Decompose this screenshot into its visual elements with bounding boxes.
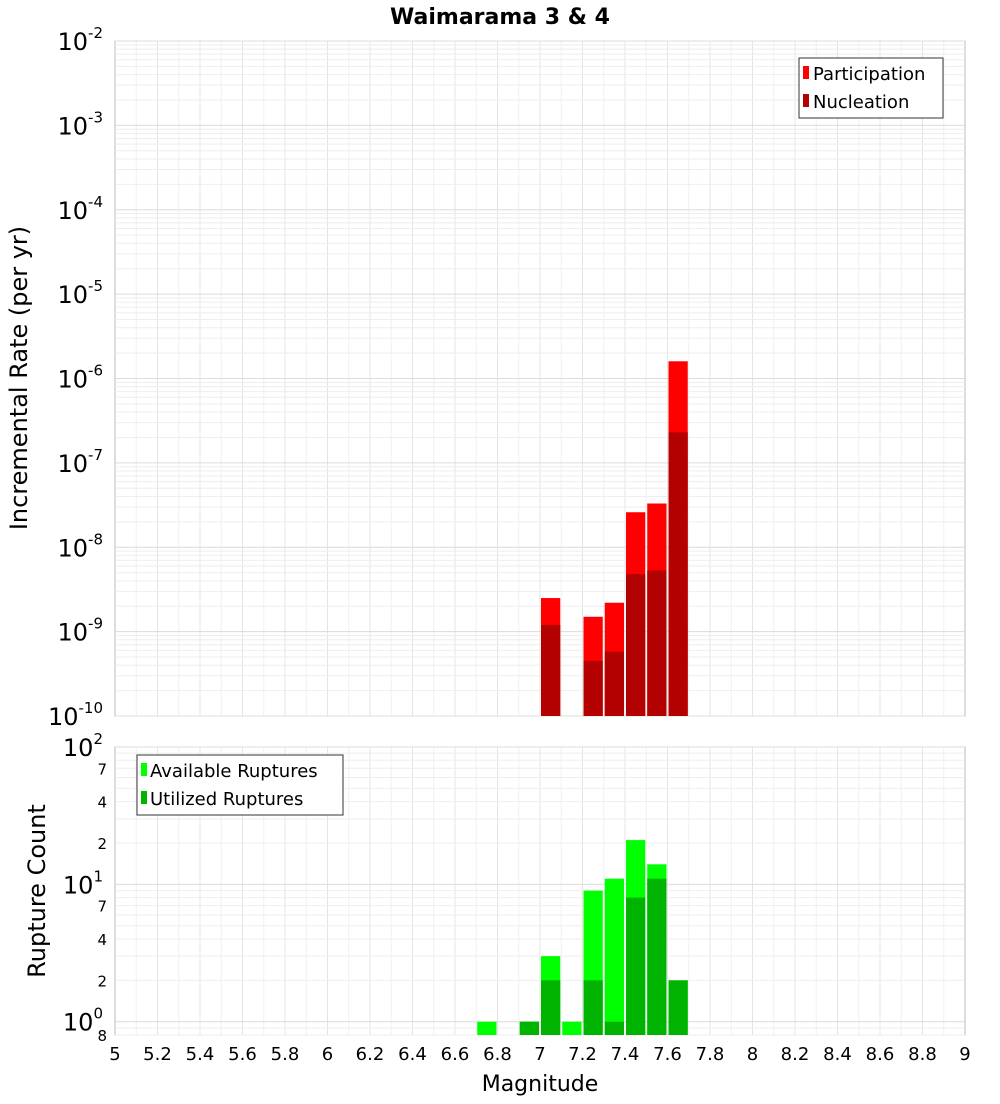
x-tick-label: 7.6 <box>653 1044 682 1065</box>
y-tick-label: 10-3 <box>57 108 103 140</box>
utilized-ruptures-bar <box>647 878 667 1035</box>
nucleation-bar <box>647 570 667 716</box>
y-tick-label: 102 <box>63 730 103 762</box>
utilized-ruptures-bar <box>668 980 688 1035</box>
x-tick-label: 5.4 <box>186 1044 215 1065</box>
y-tick-label: 10-10 <box>48 699 103 731</box>
nucleation-legend-label: Nucleation <box>813 92 909 113</box>
nucleation-bar <box>541 624 561 716</box>
bottom-y-tick-labels: 100 101 102 8 2 4 7 2 4 7 <box>63 730 107 1045</box>
y-tick-label: 10-9 <box>57 615 103 647</box>
y-minor-tick-label: 2 <box>97 972 107 990</box>
y-minor-tick-label: 7 <box>97 898 107 916</box>
x-tick-label: 6.2 <box>356 1044 385 1065</box>
x-tick-label: 5.8 <box>271 1044 300 1065</box>
x-tick-label: 8.6 <box>866 1044 895 1065</box>
y-tick-label: 10-2 <box>57 24 103 56</box>
y-tick-label: 10-4 <box>57 193 103 225</box>
available-ruptures-legend-label: Available Ruptures <box>150 761 318 782</box>
available-ruptures-legend-swatch <box>141 763 147 776</box>
x-tick-label: 7.8 <box>696 1044 725 1065</box>
y-minor-tick-label: 8 <box>97 1027 107 1045</box>
x-tick-labels: 5 5.2 5.4 5.6 5.8 6 6.2 6.4 6.6 6.8 7 7.2 7.4 7.6 7.8 8… <box>109 1044 970 1065</box>
y-tick-label: 10-6 <box>57 362 103 394</box>
top-legend-box <box>798 57 944 119</box>
x-tick-label: 7.4 <box>611 1044 640 1065</box>
y-minor-tick-label: 4 <box>97 931 107 949</box>
bottom-legend-box <box>136 754 344 816</box>
y-minor-tick-label: 4 <box>97 794 107 812</box>
x-tick-label: 6 <box>322 1044 333 1065</box>
utilized-ruptures-bar <box>519 1021 539 1035</box>
available-ruptures-bar <box>477 1021 497 1035</box>
x-tick-label: 5.6 <box>228 1044 257 1065</box>
y-minor-tick-label: 7 <box>97 760 107 778</box>
bottom-bars <box>477 840 688 1035</box>
top-legend: Participation Nucleation <box>798 57 944 119</box>
bottom-y-axis-label: Rupture Count <box>23 804 51 978</box>
x-tick-label: 6.8 <box>483 1044 512 1065</box>
nucleation-bar <box>626 574 646 716</box>
x-tick-label: 5 <box>109 1044 120 1065</box>
participation-legend-label: Participation <box>813 64 925 85</box>
utilized-ruptures-legend-label: Utilized Ruptures <box>150 789 303 810</box>
top-y-tick-labels: 10-10 10-9 10-8 10-7 10-6 10-5 10-4 10-3 10-2 <box>48 24 103 731</box>
y-tick-label: 10-7 <box>57 446 103 478</box>
nucleation-bar <box>583 660 603 716</box>
x-tick-label: 8 <box>747 1044 758 1065</box>
utilized-ruptures-legend-swatch <box>141 791 147 804</box>
nucleation-bar <box>604 651 624 716</box>
bottom-panel: 100 101 102 8 2 4 7 2 4 7 Rupture Count Available… <box>23 730 966 1045</box>
x-tick-label: 8.2 <box>781 1044 810 1065</box>
x-tick-label: 5.2 <box>143 1044 172 1065</box>
utilized-ruptures-bar <box>604 1021 624 1035</box>
top-y-axis-label: Incremental Rate (per yr) <box>5 226 33 530</box>
utilized-ruptures-bar <box>626 897 646 1035</box>
x-tick-label: 6.6 <box>441 1044 470 1065</box>
participation-legend-swatch <box>803 66 809 79</box>
x-axis-label: Magnitude <box>482 1072 599 1097</box>
y-tick-label: 101 <box>63 867 103 899</box>
y-tick-label: 100 <box>63 1005 103 1037</box>
top-panel: 10-10 10-9 10-8 10-7 10-6 10-5 10-4 10-3 10-2 In… <box>5 24 966 731</box>
x-tick-label: 9 <box>959 1044 970 1065</box>
x-tick-label: 8.4 <box>823 1044 852 1065</box>
bottom-grid <box>115 746 965 1036</box>
nucleation-bar <box>668 432 688 716</box>
y-tick-label: 10-5 <box>57 277 103 309</box>
utilized-ruptures-bar <box>541 980 561 1035</box>
bottom-legend: Available Ruptures Utilized Ruptures <box>136 754 344 816</box>
chart-title: Waimarama 3 & 4 <box>390 5 610 30</box>
nucleation-legend-swatch <box>803 94 809 107</box>
x-tick-label: 7.2 <box>568 1044 597 1065</box>
y-tick-label: 10-8 <box>57 530 103 562</box>
top-bars <box>541 361 688 716</box>
available-ruptures-bar <box>562 1021 582 1035</box>
available-ruptures-bar <box>604 878 624 1035</box>
utilized-ruptures-bar <box>583 980 603 1035</box>
x-tick-label: 7 <box>534 1044 545 1065</box>
y-minor-tick-label: 2 <box>97 835 107 853</box>
top-grid <box>115 40 965 717</box>
x-tick-label: 8.8 <box>908 1044 937 1065</box>
x-tick-label: 6.4 <box>398 1044 427 1065</box>
